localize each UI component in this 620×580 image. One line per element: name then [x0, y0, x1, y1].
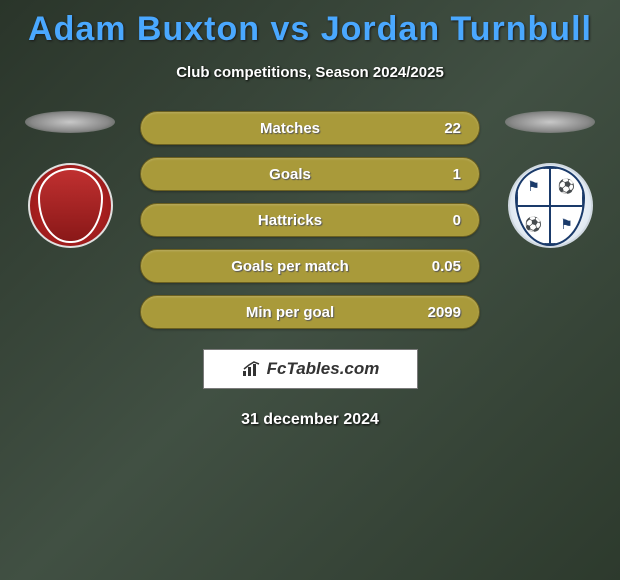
stat-row-hattricks: Hattricks 0	[140, 203, 480, 237]
club-shield-left	[38, 168, 103, 243]
stat-value: 1	[421, 166, 461, 183]
stat-label: Goals	[159, 166, 421, 183]
stat-label: Min per goal	[159, 304, 421, 321]
left-player-column	[20, 111, 120, 248]
right-player-column: ⚑⚽⚽⚑	[500, 111, 600, 248]
brand-box[interactable]: FcTables.com	[203, 349, 418, 389]
club-badge-right: ⚑⚽⚽⚑	[508, 163, 593, 248]
stat-row-goals: Goals 1	[140, 157, 480, 191]
stat-label: Goals per match	[159, 258, 421, 275]
stat-label: Matches	[159, 120, 421, 137]
date-text: 31 december 2024	[0, 411, 620, 429]
club-shield-right: ⚑⚽⚽⚑	[515, 166, 585, 246]
stat-row-gpm: Goals per match 0.05	[140, 249, 480, 283]
brand-text: FcTables.com	[267, 359, 380, 379]
stat-value: 0	[421, 212, 461, 229]
stat-row-mpg: Min per goal 2099	[140, 295, 480, 329]
stat-value: 0.05	[421, 258, 461, 275]
club-badge-left	[28, 163, 113, 248]
stat-value: 22	[421, 120, 461, 137]
page-title: Adam Buxton vs Jordan Turnbull	[0, 0, 620, 49]
subtitle: Club competitions, Season 2024/2025	[0, 64, 620, 81]
stats-list: Matches 22 Goals 1 Hattricks 0 Goals per…	[140, 111, 480, 329]
stat-value: 2099	[421, 304, 461, 321]
stat-label: Hattricks	[159, 212, 421, 229]
player-shadow-left	[25, 111, 115, 133]
stat-row-matches: Matches 22	[140, 111, 480, 145]
player-shadow-right	[505, 111, 595, 133]
chart-icon	[241, 361, 261, 377]
comparison-content: Matches 22 Goals 1 Hattricks 0 Goals per…	[0, 111, 620, 329]
